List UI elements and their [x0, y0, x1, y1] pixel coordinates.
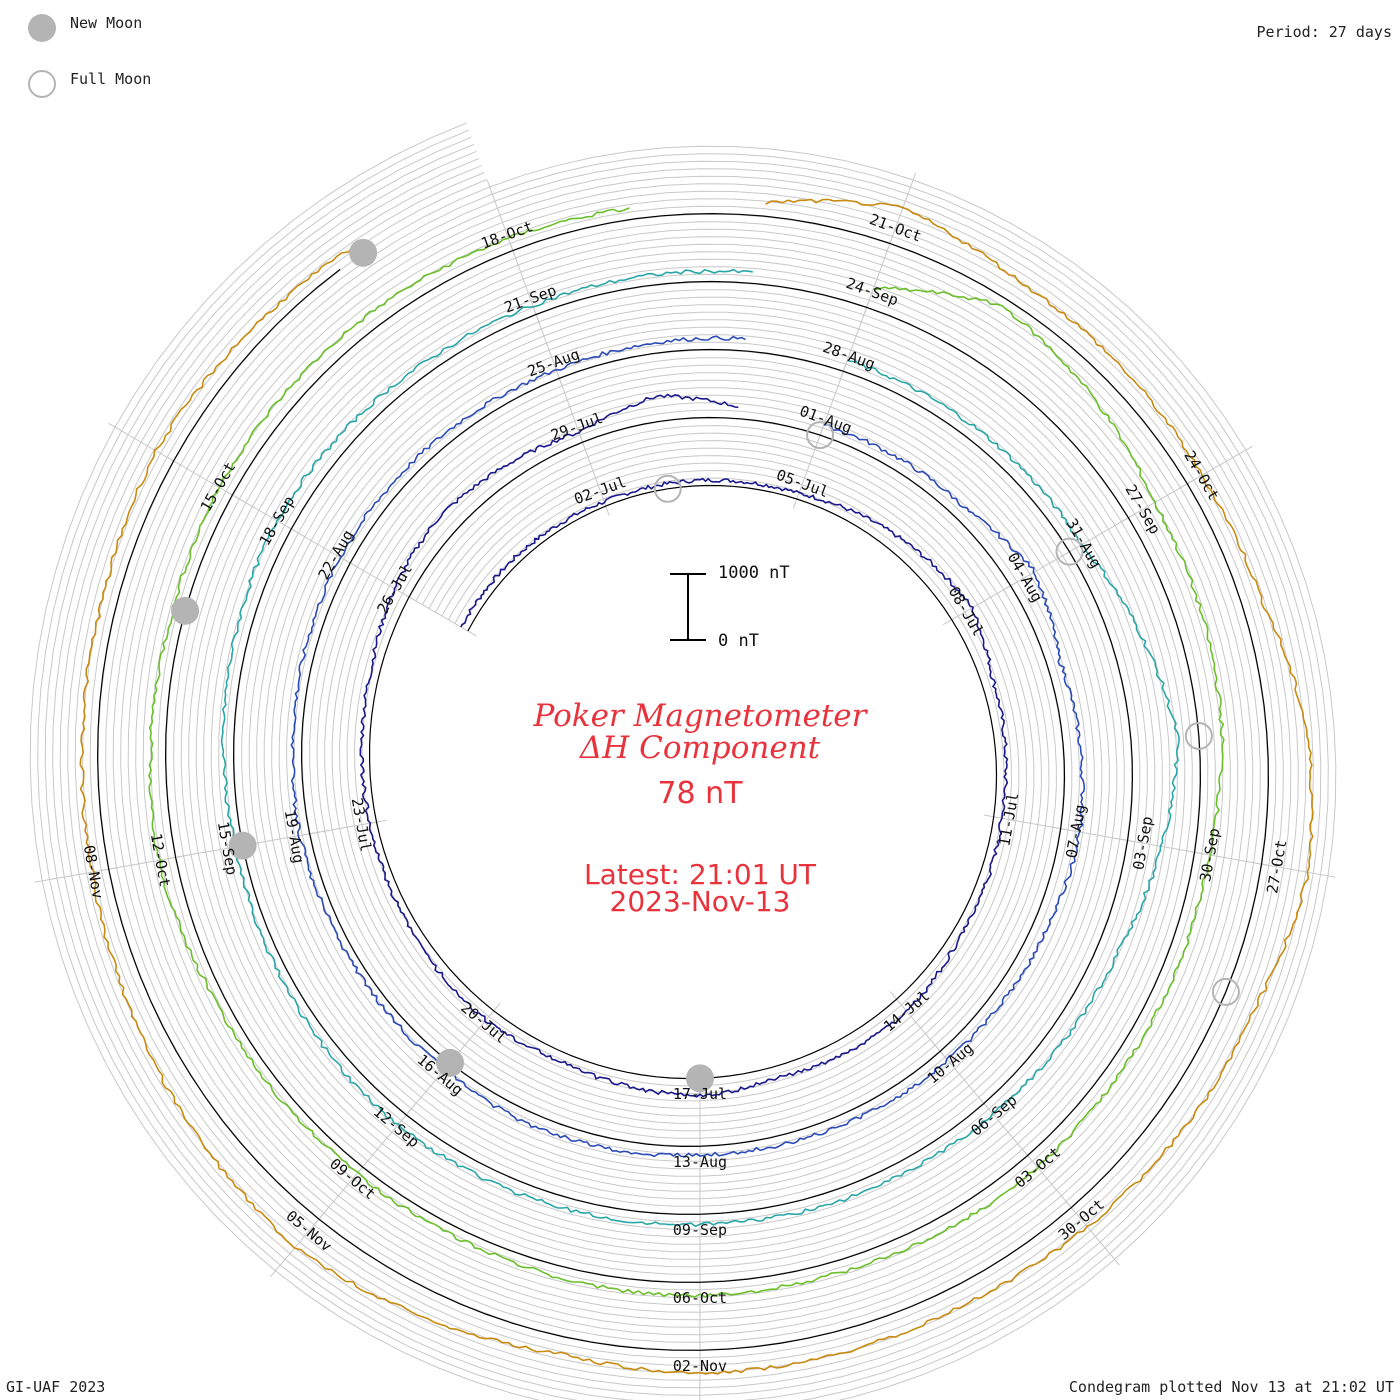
current-value: 78 nT: [657, 776, 743, 811]
date-label: 21-Oct: [867, 210, 924, 245]
date-label: 08-Jul: [945, 583, 988, 639]
new-moon-marker: [171, 596, 200, 625]
date-label: 05-Nov: [282, 1207, 335, 1256]
latest-time: Latest: 21:01 UT: [583, 858, 817, 891]
plotted-label: Condegram plotted Nov 13 at 21:02 UT: [1068, 1378, 1394, 1396]
grid-spoke: [1178, 445, 1253, 490]
grid-spoke: [1251, 861, 1336, 878]
date-label: 13-Aug: [673, 1153, 727, 1171]
series-line-4: [79, 198, 1314, 1375]
grid-spoke: [108, 422, 183, 467]
new-moon-marker: [228, 831, 257, 860]
series-layer: [79, 198, 1314, 1375]
scale-top-label: 1000 nT: [718, 563, 790, 583]
baseline-spiral: [96, 212, 1270, 1351]
chart-title: Poker Magnetometer: [533, 698, 867, 734]
date-label: 19-Aug: [281, 808, 308, 864]
date-label: 25-Aug: [525, 345, 582, 380]
scale-bar: [670, 573, 706, 641]
date-label: 14-Jul: [880, 987, 933, 1036]
new-moon-marker: [436, 1048, 465, 1077]
date-label: 04-Aug: [1004, 549, 1047, 605]
full-moon-marker: [1211, 977, 1240, 1006]
scale-bottom-label: 0 nT: [718, 631, 759, 651]
grid-spoke: [34, 867, 119, 883]
date-label: 09-Sep: [673, 1221, 727, 1239]
date-label: 06-Sep: [967, 1091, 1020, 1140]
new-moon-marker: [349, 238, 378, 267]
credit-label: GI-UAF 2023: [6, 1378, 106, 1396]
date-label: 28-Aug: [820, 338, 877, 373]
grid-spoke: [486, 179, 517, 261]
series-line-1: [290, 335, 1086, 1158]
full-moon-marker: [806, 421, 835, 450]
date-label: 02-Nov: [673, 1357, 727, 1375]
grid-spoke: [885, 172, 917, 253]
baseline-layer: [96, 212, 1270, 1351]
date-label: 06-Oct: [673, 1289, 727, 1307]
date-label: 10-Aug: [924, 1039, 977, 1088]
chart-subtitle: ΔH Component: [579, 730, 821, 766]
moon-layer: [171, 238, 1240, 1093]
grid-spiral: [59, 150, 1307, 1389]
period-label: Period: 27 days: [1256, 23, 1392, 41]
date-label: 12-Sep: [370, 1103, 423, 1152]
date-label: 17-Jul: [673, 1085, 727, 1103]
full-moon-marker: [1184, 721, 1213, 750]
date-label: 18-Oct: [479, 217, 536, 252]
new-moon-marker: [686, 1064, 714, 1093]
date-label: 29-Jul: [548, 409, 605, 444]
series-line-0: [359, 393, 1009, 1098]
date-label: 21-Sep: [502, 281, 559, 316]
legend-full-moon-label: Full Moon: [70, 70, 152, 88]
date-label: 09-Oct: [326, 1155, 379, 1204]
series-line-2: [220, 268, 1180, 1228]
series-line-3: [148, 207, 1225, 1298]
grid-spoke: [1064, 1199, 1120, 1266]
full-moon-marker: [653, 474, 682, 503]
date-label: 03-Oct: [1011, 1143, 1064, 1192]
date-label: 24-Sep: [844, 274, 901, 309]
grid-spiral: [67, 157, 1299, 1381]
grid-spiral: [44, 136, 1322, 1400]
date-label: 07-Aug: [1062, 803, 1089, 859]
full-moon-marker: [1055, 537, 1084, 566]
date-label: 01-Aug: [797, 402, 854, 437]
date-label: 24-Oct: [1180, 448, 1223, 504]
grid-spoke: [270, 1211, 326, 1277]
date-label: 20-Jul: [457, 998, 510, 1047]
date-label: 05-Jul: [774, 466, 831, 501]
latest-date: 2023-Nov-13: [609, 885, 791, 918]
new-moon-icon: [28, 14, 56, 42]
full-moon-icon: [28, 70, 56, 98]
legend-new-moon-label: New Moon: [70, 14, 143, 32]
